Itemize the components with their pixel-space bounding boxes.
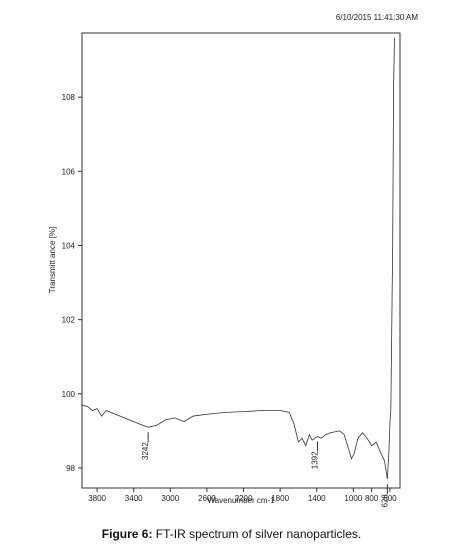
x-tick-label: 600	[383, 494, 397, 503]
peak-label: 3242	[141, 442, 150, 460]
y-tick-label: 102	[62, 316, 76, 325]
y-tick-label: 108	[62, 93, 76, 102]
y-tick-label: 106	[62, 167, 76, 176]
x-axis-label: Wavenumber cm-1	[207, 496, 275, 505]
x-tick-label: 3800	[88, 494, 106, 503]
x-tick-label: 800	[365, 494, 379, 503]
x-tick-label: 2200	[235, 494, 253, 503]
caption: Figure 6: FT-IR spectrum of silver nanop…	[0, 527, 463, 541]
x-tick-label: 3000	[161, 494, 179, 503]
plot-frame	[81, 32, 401, 489]
peak-label: 628	[380, 494, 389, 508]
caption-label: Figure 6:	[101, 527, 153, 541]
y-tick-label: 100	[62, 390, 76, 399]
chart: 6/10/2015 11:41:30 AM Wavenumber cm-1 Tr…	[48, 13, 418, 508]
timestamp: 6/10/2015 11:41:30 AM	[336, 13, 418, 22]
x-tick-label: 1800	[271, 494, 289, 503]
x-tick-label: 3400	[125, 494, 143, 503]
spectrum-line	[81, 37, 395, 480]
caption-text: FT-IR spectrum of silver nanoparticles.	[155, 527, 362, 541]
x-tick-label: 2600	[198, 494, 216, 503]
y-axis-label: Transmitt ance [%]	[48, 227, 57, 293]
peak-label: 1392	[310, 451, 319, 469]
y-tick-label: 104	[62, 241, 76, 250]
y-tick-label: 98	[66, 464, 75, 473]
x-tick-label: 1000	[344, 494, 362, 503]
x-tick-label: 1400	[308, 494, 326, 503]
